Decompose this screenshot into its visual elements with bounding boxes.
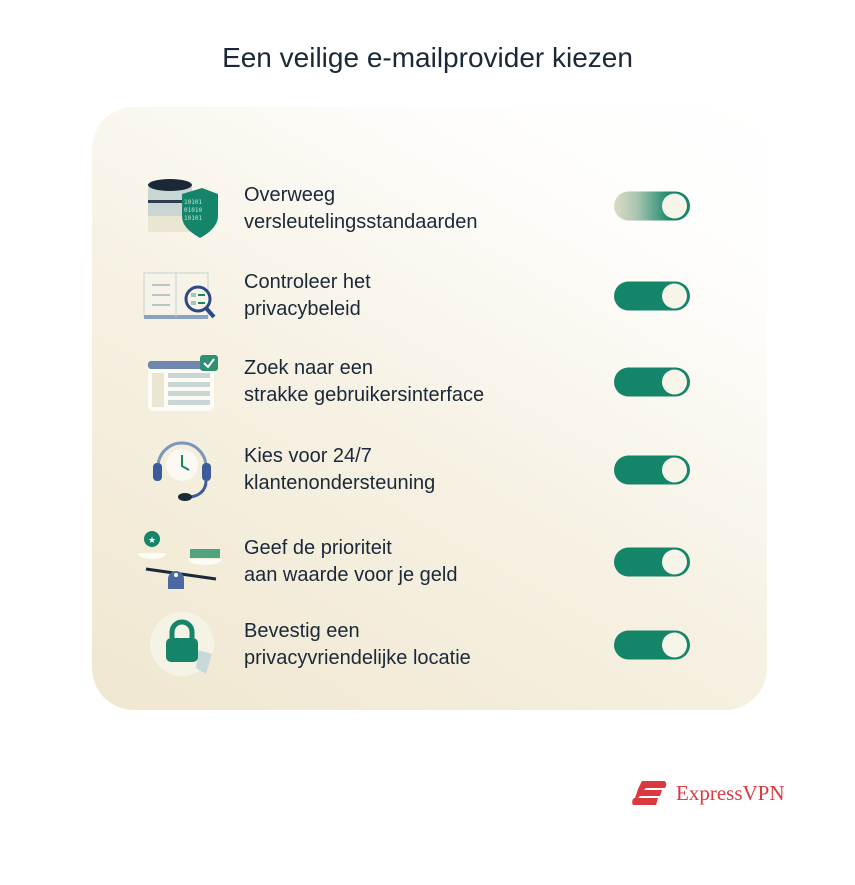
expressvpn-logo-icon [632,781,667,805]
item-label: Zoek naar een strakke gebruikersinterface [244,357,485,406]
balance-scale-icon: ★ [138,531,222,589]
list-item: Controleer het privacybeleid [92,261,767,331]
item-label: Bevestig een privacyvriendelijke locatie [244,620,471,669]
toggle-knob [662,283,687,309]
toggle-knob [662,549,687,575]
list-item: Zoek naar een strakke gebruikersinterface [92,347,767,417]
book-magnifier-icon [143,272,216,319]
item-label: Geef de prioriteit aan waarde voor je gel… [244,537,458,586]
list-item: 10101 01010 10101 Overweeg versleutelings… [92,174,767,244]
toggle-knob [662,457,687,483]
checklist-card: 10101 01010 10101 Overweeg versleutelings… [92,107,767,710]
svg-text:10101: 10101 [184,199,202,206]
svg-text:10101: 10101 [184,215,202,222]
toggle-knob [662,193,687,219]
item-label: Controleer het privacybeleid [244,271,371,320]
toggle-switch[interactable] [614,367,690,397]
item-label: Overweeg versleutelingsstandaarden [244,184,478,233]
brand-name: ExpressVPN [676,780,785,805]
toggle-switch[interactable] [614,281,690,311]
toggle-switch[interactable] [614,547,690,577]
database-shield-icon: 10101 01010 10101 [148,179,218,238]
svg-text:★: ★ [148,535,156,545]
list-item: Bevestig een privacyvriendelijke locatie [92,610,767,680]
list-item: ★ Geef de prioriteit aan waarde voor je g… [92,527,767,597]
page-title: Een veilige e-mailprovider kiezen [222,42,633,73]
item-label: Kies voor 24/7 klantenondersteuning [244,445,436,494]
toggle-switch[interactable] [614,630,690,660]
interface-window-icon [148,355,218,411]
toggle-knob [662,369,687,395]
toggle-switch[interactable] [614,455,690,485]
svg-text:01010: 01010 [184,207,202,214]
toggle-knob [662,632,687,658]
toggle-switch[interactable] [614,191,690,221]
list-item: Kies voor 24/7 klantenondersteuning [92,435,767,505]
globe-lock-icon [150,612,214,676]
headset-clock-icon [153,441,211,501]
expressvpn-logo: ExpressVPN [632,780,785,806]
